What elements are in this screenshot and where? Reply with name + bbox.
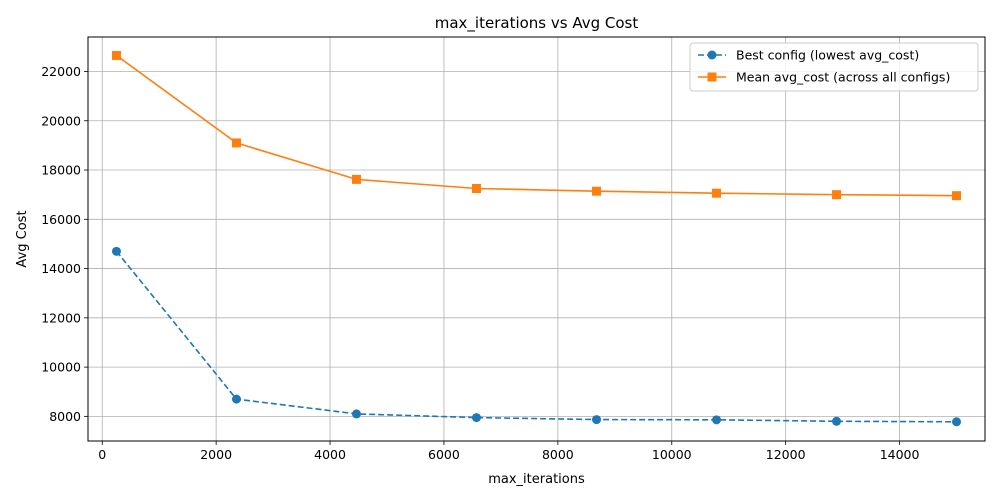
x-tick-label: 6000 bbox=[428, 447, 460, 462]
plot-frame bbox=[87, 36, 986, 442]
y-axis: 8000 10000 12000 14000 16000 18000 20000 22000 bbox=[41, 64, 88, 424]
series-1-point bbox=[952, 417, 962, 427]
legend: Best config (lowest avg_cost) Mean avg_co… bbox=[689, 42, 979, 92]
x-tick-label: 4000 bbox=[314, 447, 346, 462]
x-tick-label: 10000 bbox=[652, 447, 692, 462]
series-2-point bbox=[592, 186, 602, 196]
series-2-point bbox=[471, 184, 481, 193]
y-tick-label: 22000 bbox=[41, 64, 81, 79]
series-1-point bbox=[351, 409, 361, 419]
series-1 bbox=[111, 246, 962, 427]
grid bbox=[88, 37, 985, 441]
y-tick-label: 8000 bbox=[49, 409, 81, 424]
legend-marker bbox=[707, 72, 717, 82]
series-2-line bbox=[116, 54, 957, 197]
series-2-point bbox=[952, 191, 962, 201]
series-layer bbox=[111, 50, 962, 427]
series-1-line bbox=[115, 250, 957, 423]
legend-marker bbox=[707, 50, 717, 60]
y-tick-label: 14000 bbox=[41, 261, 81, 276]
x-tick-label: 14000 bbox=[880, 447, 920, 462]
y-tick-label: 20000 bbox=[41, 113, 81, 128]
series-2-point bbox=[832, 190, 842, 200]
series-2-point bbox=[111, 50, 121, 60]
x-tick-label: 8000 bbox=[542, 447, 574, 462]
x-axis: 0 2000 4000 6000 8000 10000 12000 14000 bbox=[98, 441, 920, 462]
series-1-point bbox=[832, 416, 842, 426]
series-2-point bbox=[712, 188, 722, 198]
series-2-point bbox=[231, 138, 241, 148]
series-2 bbox=[111, 50, 962, 201]
series-1-point bbox=[592, 415, 602, 425]
series-2-point bbox=[351, 174, 361, 184]
x-tick-label: 2000 bbox=[200, 447, 232, 462]
y-axis-label: Avg Cost bbox=[15, 210, 30, 267]
y-tick-label: 10000 bbox=[41, 360, 81, 375]
series-1-point bbox=[111, 246, 121, 256]
legend-label: Mean avg_cost (across all configs) bbox=[736, 70, 950, 85]
x-tick-label: 0 bbox=[98, 447, 106, 462]
y-tick-label: 18000 bbox=[41, 163, 81, 178]
legend-label: Best config (lowest avg_cost) bbox=[736, 48, 919, 63]
x-tick-label: 12000 bbox=[766, 447, 806, 462]
series-1-point bbox=[231, 394, 241, 404]
series-1-point bbox=[471, 413, 481, 423]
y-tick-label: 12000 bbox=[41, 310, 81, 325]
legend-item: Best config (lowest avg_cost) bbox=[698, 48, 919, 63]
x-axis-label: max_iterations bbox=[488, 472, 585, 487]
legend-box bbox=[689, 42, 979, 92]
chart-title: max_iterations vs Avg Cost bbox=[435, 14, 639, 33]
series-1-point bbox=[712, 415, 722, 425]
y-tick-label: 16000 bbox=[41, 212, 81, 227]
legend-item: Mean avg_cost (across all configs) bbox=[698, 70, 950, 85]
